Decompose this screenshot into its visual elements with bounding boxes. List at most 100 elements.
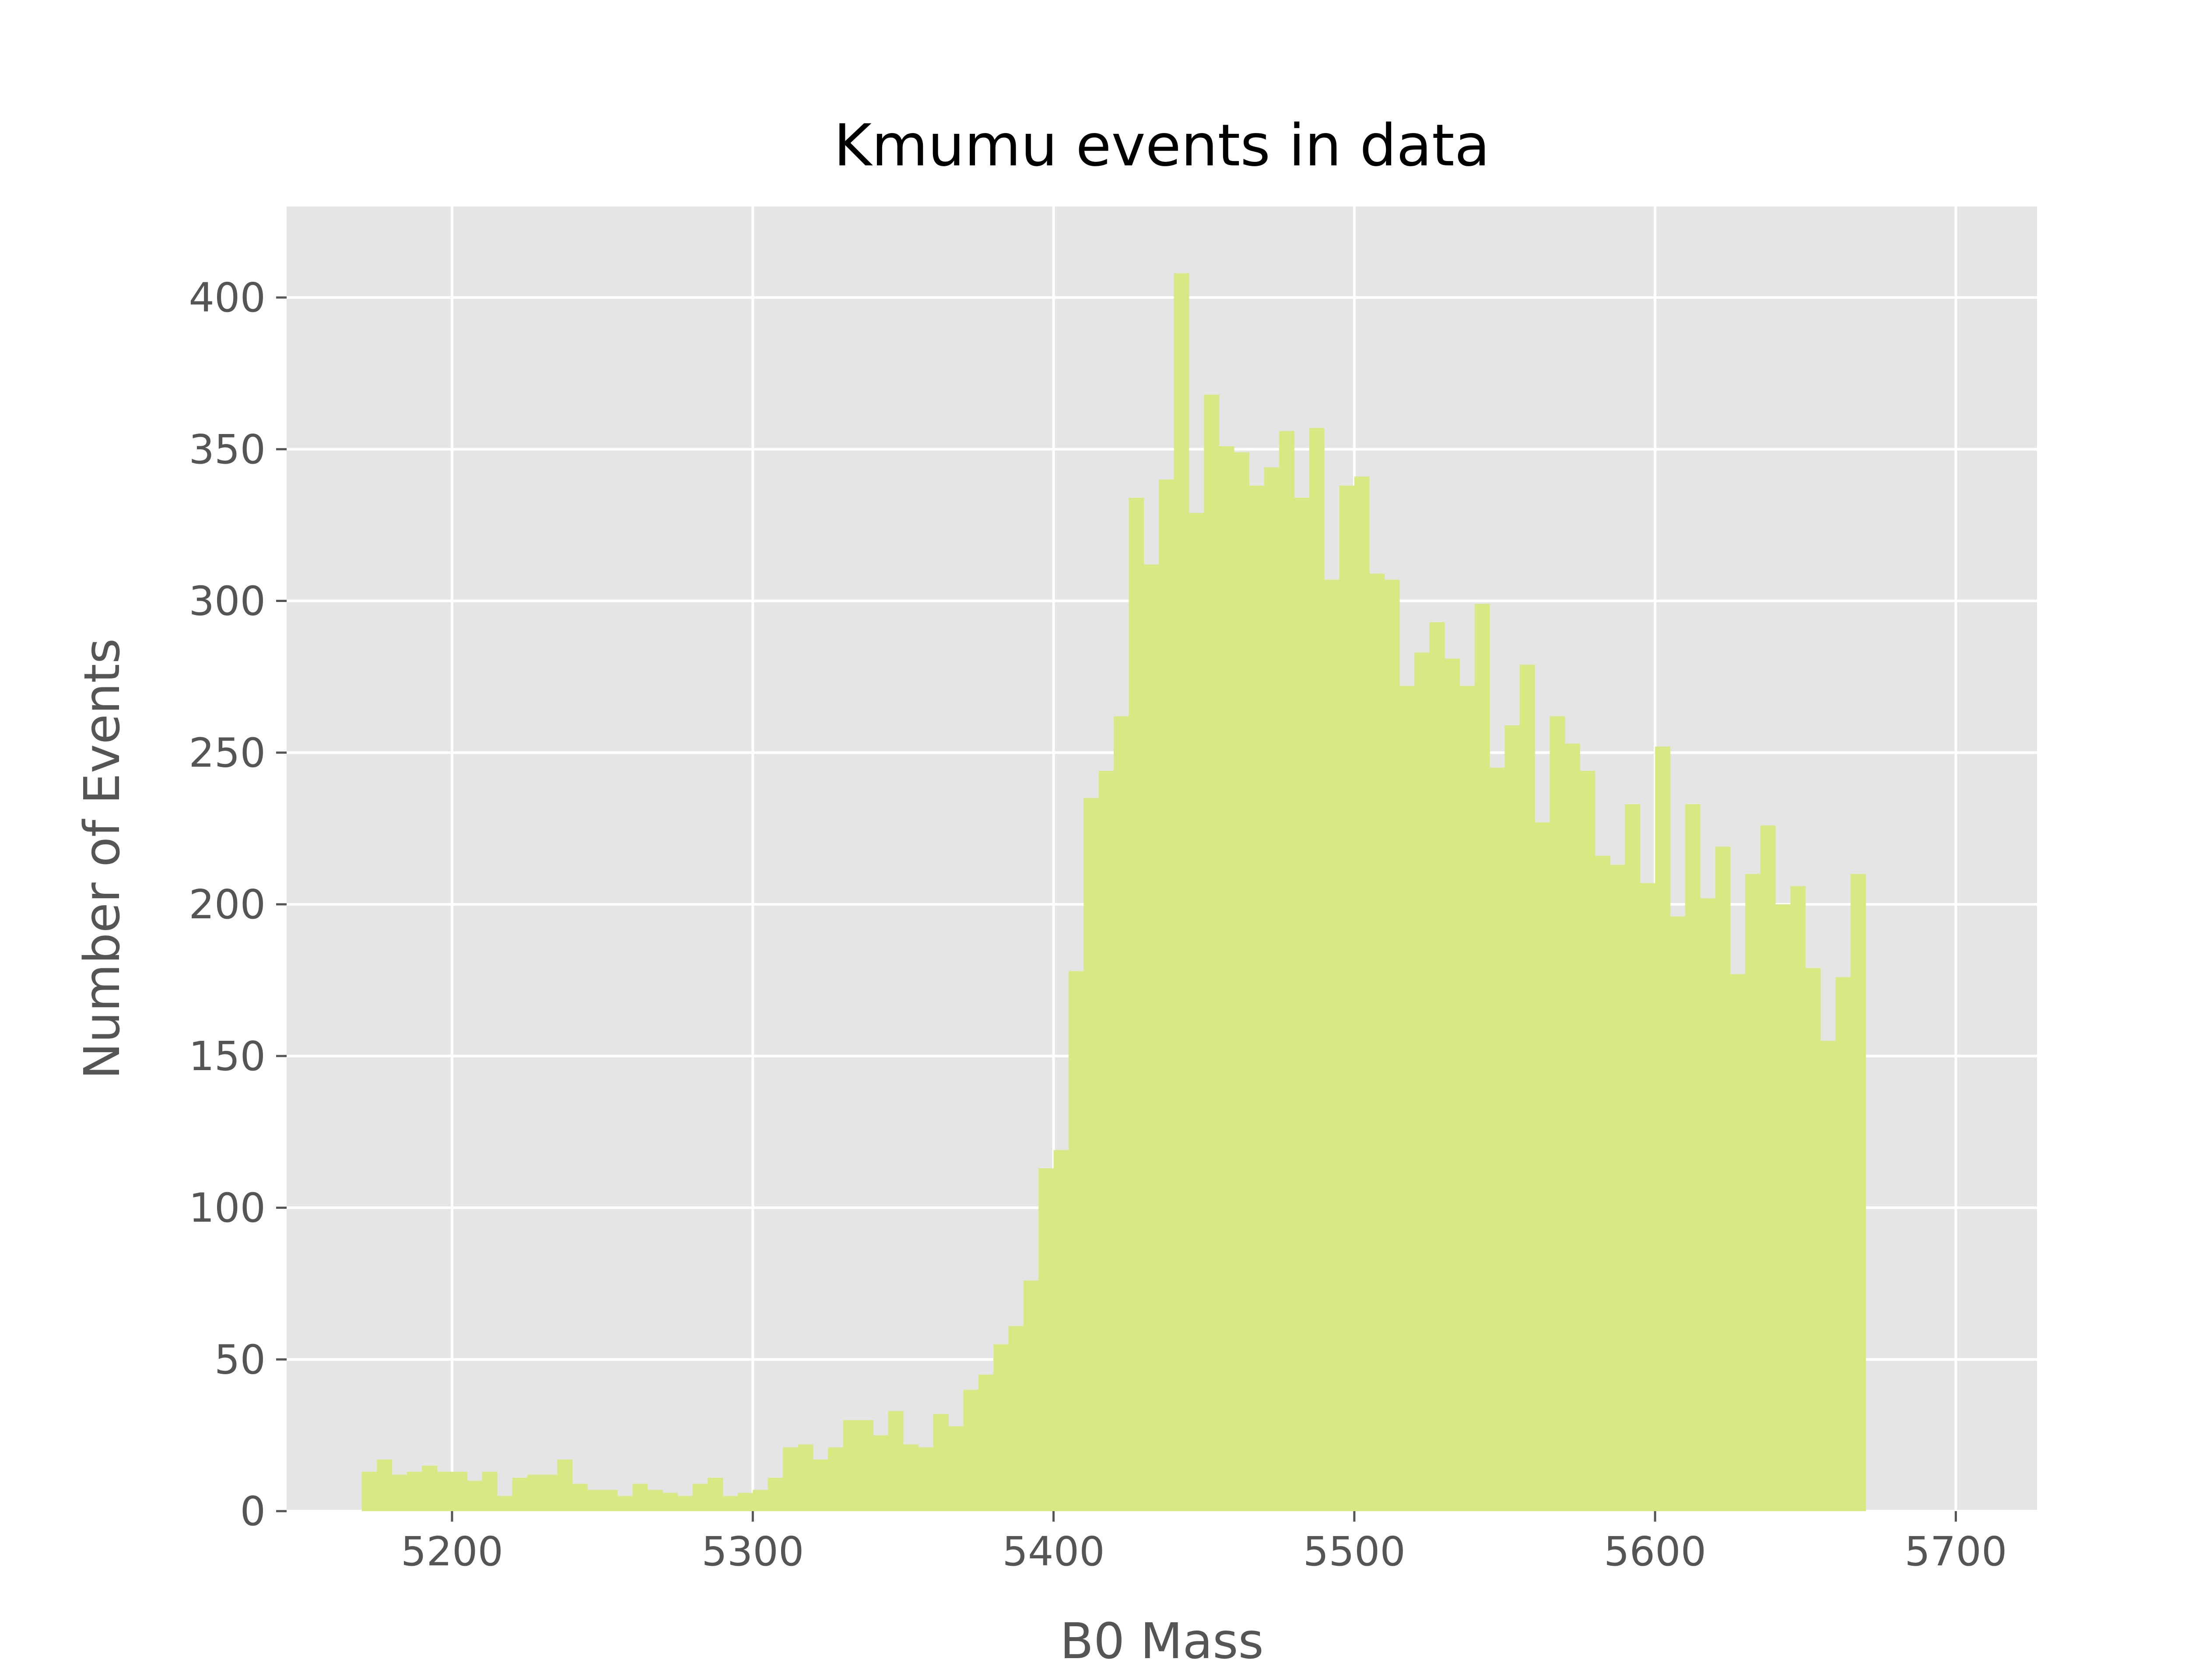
histogram-bar xyxy=(1023,1280,1039,1511)
histogram-bar xyxy=(1143,564,1159,1511)
histogram-bar xyxy=(737,1493,753,1511)
histogram-bar xyxy=(677,1496,693,1511)
histogram-bar xyxy=(1129,497,1144,1511)
histogram-bar xyxy=(407,1471,422,1511)
y-tick-label: 300 xyxy=(189,578,266,625)
histogram-bar xyxy=(1068,971,1084,1511)
histogram-bar xyxy=(1264,467,1280,1512)
histogram-bar xyxy=(1820,1041,1836,1511)
histogram-bar xyxy=(783,1447,798,1511)
histogram-bar xyxy=(437,1471,452,1511)
histogram-bar xyxy=(753,1490,768,1511)
x-tick-label: 5200 xyxy=(401,1528,503,1575)
histogram-bar xyxy=(617,1496,633,1511)
histogram-bar xyxy=(933,1414,949,1511)
histogram-bar xyxy=(1294,497,1310,1511)
histogram-bar xyxy=(512,1477,528,1511)
histogram-bar xyxy=(1219,446,1234,1511)
histogram-bars xyxy=(361,273,1866,1512)
histogram-bar xyxy=(1805,968,1821,1511)
histogram-bar xyxy=(993,1344,1009,1511)
y-tick-label: 400 xyxy=(189,274,266,321)
histogram-bar xyxy=(1309,428,1325,1511)
histogram-bar xyxy=(978,1374,994,1511)
x-axis: 5200 5300 5400 5500 5600 5700 xyxy=(401,1511,2007,1575)
y-tick-label: 200 xyxy=(189,881,266,928)
histogram-bar xyxy=(542,1474,558,1511)
histogram-bar xyxy=(377,1460,393,1511)
y-axis: 0 50 100 150 200 250 300 350 400 xyxy=(189,274,287,1535)
histogram-bar xyxy=(858,1420,873,1511)
x-tick-label: 5700 xyxy=(1904,1528,2007,1575)
histogram-bar xyxy=(1564,743,1580,1511)
histogram-bar xyxy=(1204,394,1220,1511)
histogram-bar xyxy=(768,1477,783,1511)
histogram-bar xyxy=(663,1493,678,1511)
histogram-bar xyxy=(843,1420,859,1511)
histogram-bar xyxy=(708,1477,723,1511)
histogram-bar xyxy=(1339,486,1355,1511)
chart-title: Kmumu events in data xyxy=(834,112,1490,179)
histogram-bar xyxy=(361,1471,377,1511)
histogram-bar xyxy=(1610,864,1626,1511)
histogram-bar xyxy=(1595,856,1610,1511)
histogram-bar xyxy=(1174,273,1189,1512)
histogram-bar xyxy=(1234,452,1249,1511)
histogram-bar xyxy=(1700,898,1716,1511)
histogram-bar xyxy=(1324,579,1340,1511)
histogram-bar xyxy=(527,1474,543,1511)
histogram-bar xyxy=(1459,686,1475,1511)
histogram-bar xyxy=(1083,798,1099,1511)
histogram-bar xyxy=(1519,665,1535,1511)
histogram-bar xyxy=(1655,746,1671,1511)
histogram-bar xyxy=(1730,974,1746,1511)
histogram-bar xyxy=(1580,770,1595,1511)
y-tick-label: 100 xyxy=(189,1185,266,1232)
x-axis-label: B0 Mass xyxy=(1060,1613,1264,1670)
histogram-bar xyxy=(722,1496,738,1511)
y-tick-label: 150 xyxy=(189,1033,266,1080)
y-tick-label: 0 xyxy=(240,1488,266,1535)
histogram-bar xyxy=(1114,716,1129,1511)
histogram-bar xyxy=(798,1444,813,1511)
x-tick-label: 5600 xyxy=(1604,1528,1706,1575)
histogram-bar xyxy=(828,1447,844,1511)
histogram-bar xyxy=(1053,1150,1069,1511)
histogram-bar xyxy=(1640,883,1655,1511)
histogram-bar xyxy=(873,1435,889,1511)
histogram-bar xyxy=(1535,822,1550,1511)
x-tick-label: 5300 xyxy=(701,1528,804,1575)
histogram-bar xyxy=(1354,476,1370,1512)
histogram-bar xyxy=(647,1490,663,1511)
histogram-bar xyxy=(1775,904,1791,1511)
x-tick-label: 5400 xyxy=(1003,1528,1105,1575)
histogram-bar xyxy=(1249,486,1265,1511)
histogram-bar xyxy=(1008,1326,1024,1511)
histogram-bar xyxy=(1279,431,1295,1511)
y-tick-label: 50 xyxy=(214,1336,266,1383)
histogram-bar xyxy=(422,1465,438,1511)
histogram-bar xyxy=(1625,804,1641,1511)
histogram-bar xyxy=(1414,652,1430,1511)
histogram-bar xyxy=(572,1484,588,1511)
histogram-bar xyxy=(1715,847,1731,1511)
histogram-bar xyxy=(452,1471,467,1511)
histogram-bar xyxy=(948,1426,964,1511)
histogram-bar xyxy=(1850,874,1866,1511)
histogram-bar xyxy=(1760,825,1776,1511)
histogram-bar xyxy=(1504,725,1520,1511)
histogram-bar xyxy=(1474,604,1490,1511)
histogram-bar xyxy=(963,1390,979,1511)
histogram-bar xyxy=(1670,916,1686,1511)
histogram-bar xyxy=(392,1474,407,1511)
histogram-bar xyxy=(467,1480,483,1511)
histogram-bar xyxy=(602,1490,618,1511)
histogram-bar xyxy=(918,1447,934,1511)
histogram-bar xyxy=(1550,716,1565,1511)
histogram-bar xyxy=(1369,574,1385,1511)
histogram-bar xyxy=(632,1484,648,1511)
y-axis-label: Number of Events xyxy=(74,638,131,1079)
histogram-bar xyxy=(1399,686,1415,1511)
histogram-bar xyxy=(1835,977,1851,1511)
